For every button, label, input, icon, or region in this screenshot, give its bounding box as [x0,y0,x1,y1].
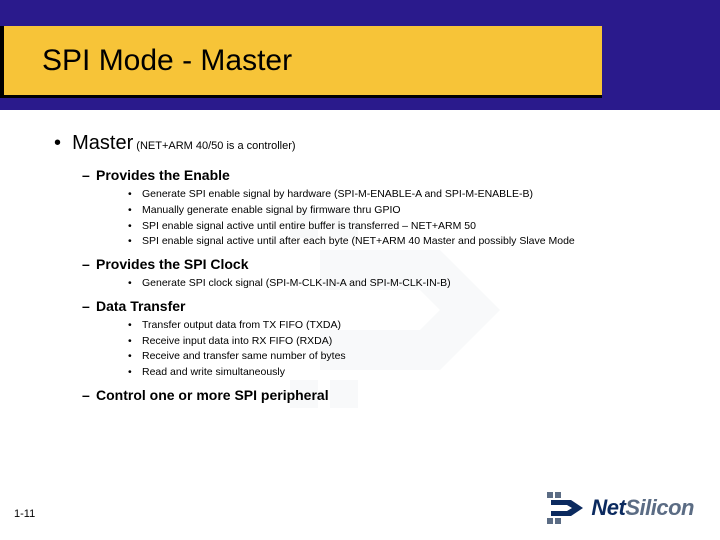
section-item: •Read and write simultaneously [128,365,700,381]
section-item: •Receive input data into RX FIFO (RXDA) [128,334,700,350]
section-heading-0: –Provides the Enable [82,167,700,183]
section-item: •Transfer output data from TX FIFO (TXDA… [128,318,700,334]
slide-number: 1-11 [14,508,35,520]
logo-text: NetSilicon [591,495,694,521]
section-item: •SPI enable signal active until after ea… [128,234,700,250]
section-item: •Manually generate enable signal by firm… [128,203,700,219]
section-item: •Receive and transfer same number of byt… [128,349,700,365]
section-heading-3: –Control one or more SPI peripheral [82,387,700,403]
logo-icon [545,490,585,526]
title-bar: SPI Mode - Master [0,26,602,98]
content-area: • Master (NET+ARM 40/50 is a controller)… [54,132,700,407]
section-heading-2: –Data Transfer [82,298,700,314]
main-bullet-lead: Master [72,132,133,154]
main-bullet: • Master (NET+ARM 40/50 is a controller) [54,132,700,155]
section-item: •SPI enable signal active until entire b… [128,219,700,235]
section-heading-1: –Provides the SPI Clock [82,256,700,272]
main-bullet-note: (NET+ARM 40/50 is a controller) [133,140,295,152]
section-item: •Generate SPI enable signal by hardware … [128,187,700,203]
slide-title: SPI Mode - Master [42,44,292,78]
section-item: •Generate SPI clock signal (SPI-M-CLK-IN… [128,276,700,292]
company-logo: NetSilicon [545,490,694,526]
